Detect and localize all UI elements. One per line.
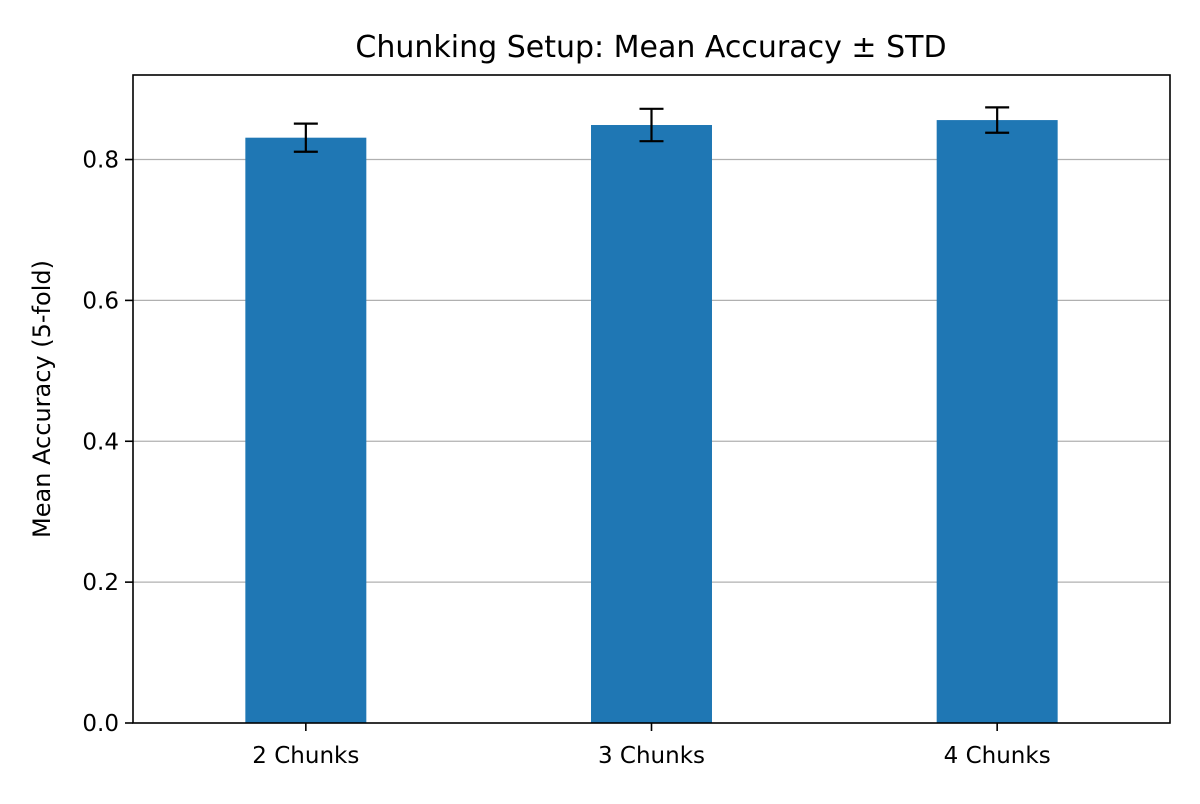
bar [245, 137, 367, 723]
y-tick-label: 0.4 [82, 429, 119, 455]
y-axis-ticks: 0.0 0.2 0.4 0.6 0.8 [82, 148, 133, 737]
x-tick-label: 3 Chunks [598, 743, 705, 769]
y-tick-label: 0.2 [82, 570, 119, 596]
bar [591, 125, 712, 724]
x-tick-label: 4 Chunks [944, 743, 1051, 769]
y-tick-label: 0.0 [82, 711, 119, 737]
x-tick-label: 2 Chunks [252, 743, 359, 769]
chart-title: Chunking Setup: Mean Accuracy ± STD [355, 30, 946, 65]
y-tick-label: 0.6 [82, 288, 119, 314]
y-axis-label: Mean Accuracy (5-fold) [28, 260, 56, 538]
y-tick-label: 0.8 [82, 148, 119, 174]
bars [245, 120, 1058, 724]
x-axis-ticks: 2 Chunks 3 Chunks 4 Chunks [252, 723, 1051, 769]
bar [936, 120, 1058, 724]
error-bars [293, 106, 1010, 153]
